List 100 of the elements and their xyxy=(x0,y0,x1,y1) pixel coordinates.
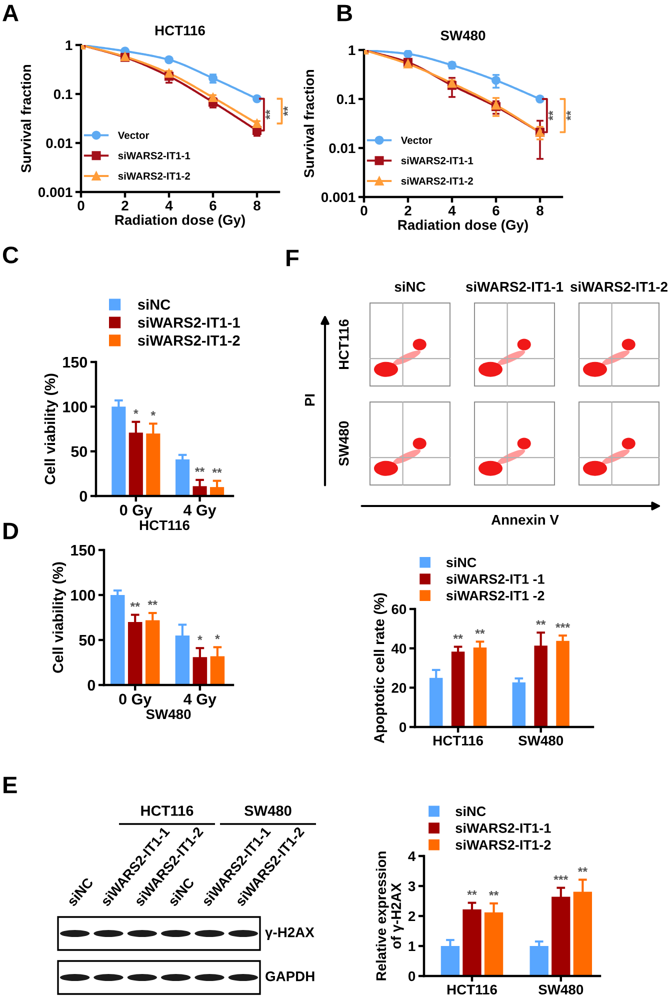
y-tick-label: 0 xyxy=(80,490,88,502)
x-tick-label: 4 Gy xyxy=(183,504,216,519)
y-tick-label: 1 xyxy=(408,941,416,952)
data-label: ** xyxy=(194,467,205,472)
y-tick-label: 0 xyxy=(88,680,96,691)
legend-label: Vector xyxy=(118,132,150,139)
category-label: siNC xyxy=(394,282,426,292)
y-tick-label: 40 xyxy=(391,644,406,654)
y-tick-label: 60 xyxy=(392,604,406,614)
y-tick-label: 0 xyxy=(399,722,406,732)
data-label: ** xyxy=(212,468,222,473)
text: B xyxy=(338,4,352,22)
y-tick-label: 0.001 xyxy=(38,187,72,198)
legend-label: siNC xyxy=(456,806,486,816)
x-axis-title: HCT116 xyxy=(140,520,190,530)
data-label: ** xyxy=(148,600,158,606)
data-label: ** xyxy=(130,602,140,607)
category-label: siWARS2-IT1-2 xyxy=(570,282,668,292)
legend-label: siWARS2-IT1-2 xyxy=(456,840,551,850)
y-axis-title: Apoptotic cell rate (%) xyxy=(374,593,388,744)
data-label: ** xyxy=(488,891,499,896)
legend-label: siWARS2-IT1-2 xyxy=(138,335,240,346)
y-tick-label: 0.01 xyxy=(329,143,356,154)
legend-label: siNC xyxy=(138,299,170,310)
data-label: * xyxy=(198,636,202,640)
legend-label: siWARS2-IT1-1 xyxy=(456,822,551,833)
data-label: * xyxy=(150,411,156,416)
x-tick-label: 2 xyxy=(122,200,128,210)
x-tick-label: 0 xyxy=(360,206,368,216)
text: HCT116 xyxy=(141,806,194,816)
y-tick-label: 1 xyxy=(66,40,72,50)
category-label: SW480 xyxy=(338,421,349,466)
y-axis-title: Relative expression of γ-H2AX xyxy=(376,852,404,980)
x-tick-label: 0 Gy xyxy=(120,504,152,519)
y-tick-label: 0.001 xyxy=(321,192,356,202)
data-label: * xyxy=(134,409,138,414)
legend-label: siWARS2-IT1-2 xyxy=(118,172,190,180)
y-tick-label: 150 xyxy=(71,544,96,556)
legend-label: siWARS2-IT1-1 xyxy=(118,152,190,160)
text: SW480 xyxy=(244,806,292,816)
text: Annexin V xyxy=(491,514,559,525)
y-axis-title: Survival fraction xyxy=(20,64,31,173)
text: A xyxy=(2,4,18,22)
y-axis-title: Survival fraction xyxy=(304,70,314,178)
chart-title: SW480 xyxy=(440,30,486,40)
data-label: ** xyxy=(536,620,546,625)
legend-label: siWARS2-IT1 -1 xyxy=(446,574,544,584)
legend-label: siWARS2-IT1-2 xyxy=(401,177,473,185)
y-tick-label: 150 xyxy=(63,356,88,368)
x-tick-label: 4 xyxy=(165,200,173,210)
chart-title: HCT116 xyxy=(155,26,205,36)
x-tick-label: 8 xyxy=(254,200,260,211)
category-label: γ-H2AX xyxy=(265,927,314,940)
legend-label: siWARS2-IT1-1 xyxy=(138,317,240,328)
x-tick-label: 4 xyxy=(448,206,456,216)
text: D xyxy=(4,522,18,540)
category-label: GAPDH xyxy=(266,971,314,982)
legend-label: Vector xyxy=(400,136,432,144)
data-label: *** xyxy=(554,875,568,880)
y-tick-label: 0.01 xyxy=(46,138,72,148)
y-tick-label: 100 xyxy=(71,590,96,601)
text: ** xyxy=(283,106,288,116)
category-label: siWARS2-IT1-1 xyxy=(466,282,564,292)
y-tick-label: 50 xyxy=(79,634,96,646)
data-label: ** xyxy=(453,634,463,640)
category-label: HCT116 xyxy=(338,320,349,370)
x-tick-label: 6 xyxy=(210,200,216,211)
y-tick-label: 50 xyxy=(71,446,88,458)
y-axis-title: Cell viability (%) xyxy=(44,374,58,484)
legend-label: siWARS2-IT1-1 xyxy=(401,156,474,164)
y-tick-label: 100 xyxy=(63,402,88,412)
y-tick-label: 2 xyxy=(408,911,416,922)
x-axis-title: SW480 xyxy=(146,709,191,720)
y-tick-label: 20 xyxy=(392,683,406,693)
x-axis-title: Radiation dose (Gy) xyxy=(398,220,528,233)
text: C xyxy=(2,246,18,264)
text: PI xyxy=(305,394,315,406)
legend-label: siWARS2-IT1 -2 xyxy=(446,590,544,600)
x-tick-label: 4 Gy xyxy=(184,694,216,708)
x-tick-label: 6 xyxy=(492,206,500,216)
y-tick-label: 0 xyxy=(408,971,416,982)
data-label: * xyxy=(215,634,220,640)
y-tick-label: 4 xyxy=(408,851,416,862)
annotation: ** xyxy=(548,110,554,120)
legend-label: siNC xyxy=(446,557,476,568)
x-tick-label: 8 xyxy=(536,206,544,216)
x-tick-label: 0 Gy xyxy=(119,694,152,708)
y-axis-title: Cell viability (%) xyxy=(52,562,66,673)
y-tick-label: 1 xyxy=(348,45,356,56)
data-label: ** xyxy=(578,867,588,872)
data-label: ** xyxy=(467,890,477,896)
y-tick-label: 3 xyxy=(408,881,416,892)
y-tick-label: 0.1 xyxy=(336,94,356,104)
text: F xyxy=(286,250,299,266)
data-label: *** xyxy=(556,623,570,628)
y-tick-label: 0.1 xyxy=(54,89,72,100)
data-label: ** xyxy=(475,629,485,634)
text: ** xyxy=(566,110,571,120)
annotation: ** xyxy=(265,110,270,120)
text: E xyxy=(4,776,17,794)
